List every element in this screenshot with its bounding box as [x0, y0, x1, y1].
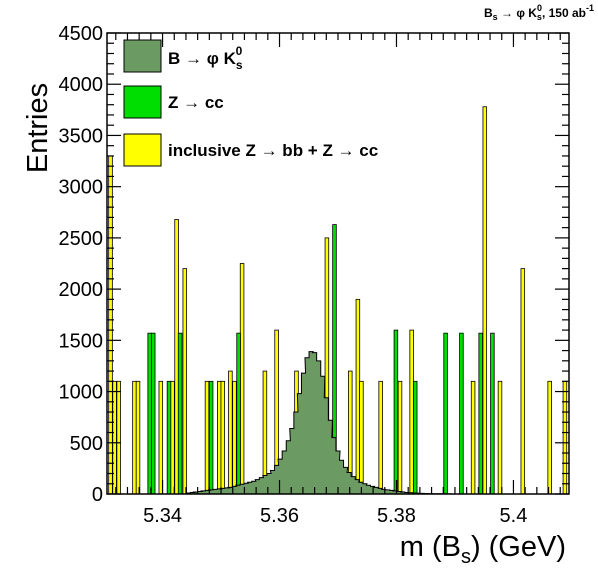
- bar-inclusive-5: [158, 380, 164, 495]
- x-tick-label-0: 5.34: [143, 505, 182, 527]
- legend-swatch-zcc: [123, 85, 162, 119]
- legend-swatch-signal: [123, 39, 162, 73]
- x-tick-label-2: 5.38: [377, 505, 416, 527]
- y-tick-label-6: 3000: [59, 177, 104, 199]
- bar-inclusive-13: [232, 380, 237, 495]
- y-tick-label-4: 2000: [59, 279, 104, 301]
- bar-inclusive-11: [220, 380, 226, 495]
- legend-swatch-inclusive: [123, 133, 162, 167]
- y-tick-label-2: 1000: [59, 382, 104, 404]
- bar-inclusive-23: [397, 380, 403, 495]
- bar-inclusive-21: [359, 380, 364, 495]
- legend: B → φ Ks0 Z → cc inclusive Z → bb + Z → …: [123, 39, 378, 167]
- bar-zcc-3: [177, 332, 183, 495]
- bar-inclusive-9: [204, 380, 210, 495]
- legend-label-zcc: Z → cc: [168, 93, 224, 112]
- y-tick-label-8: 4000: [59, 74, 104, 96]
- bar-inclusive-25: [470, 380, 476, 495]
- bar-inclusive-22: [378, 380, 383, 495]
- y-tick-label-5: 2500: [59, 228, 104, 250]
- bar-zcc-2: [166, 380, 172, 495]
- bar-inclusive-30: [562, 380, 568, 495]
- bar-inclusive-29: [547, 380, 552, 495]
- bar-zcc-5: [236, 332, 241, 495]
- bar-inclusive-28: [520, 268, 526, 495]
- bar-inclusive-1: [112, 380, 117, 495]
- bar-inclusive-26: [482, 106, 488, 495]
- bar-zcc-4: [208, 380, 214, 495]
- bar-zcc-11: [478, 332, 483, 495]
- bar-zcc-10: [459, 332, 464, 495]
- x-axis-title: m (Bs) (GeV): [400, 531, 566, 568]
- y-tick-label-1: 500: [70, 433, 103, 455]
- bar-zcc-9: [443, 332, 448, 495]
- bar-zcc-12: [490, 332, 495, 495]
- bar-zcc-8: [412, 380, 418, 495]
- y-tick-label-9: 4500: [59, 23, 104, 45]
- x-tick-label-1: 5.36: [260, 505, 299, 527]
- y-tick-label-0: 0: [92, 484, 103, 506]
- axis-ticks: 0 500 1000 1500 2000 2500 3000 3500 4000 4500 5.34…: [59, 23, 569, 527]
- y-axis-title: Entries: [22, 83, 54, 173]
- bar-zcc-7: [393, 329, 399, 495]
- y-tick-label-3: 1500: [59, 330, 104, 352]
- bar-zcc-1: [150, 332, 156, 495]
- legend-label-inclusive: inclusive Z → bb + Z → cc: [168, 141, 378, 160]
- bar-inclusive-4: [135, 380, 141, 495]
- legend-label-signal: B → φ Ks0: [168, 44, 243, 72]
- bar-inclusive-27: [497, 380, 503, 495]
- x-tick-label-3: 5.4: [500, 505, 528, 527]
- y-tick-label-7: 3500: [59, 125, 104, 147]
- corner-annotation: Bs → φ Ks0, 150 ab-1: [484, 3, 594, 22]
- bar-inclusive-2: [116, 380, 121, 495]
- bar-inclusive-8: [182, 268, 188, 495]
- bar-inclusive-12: [228, 370, 233, 495]
